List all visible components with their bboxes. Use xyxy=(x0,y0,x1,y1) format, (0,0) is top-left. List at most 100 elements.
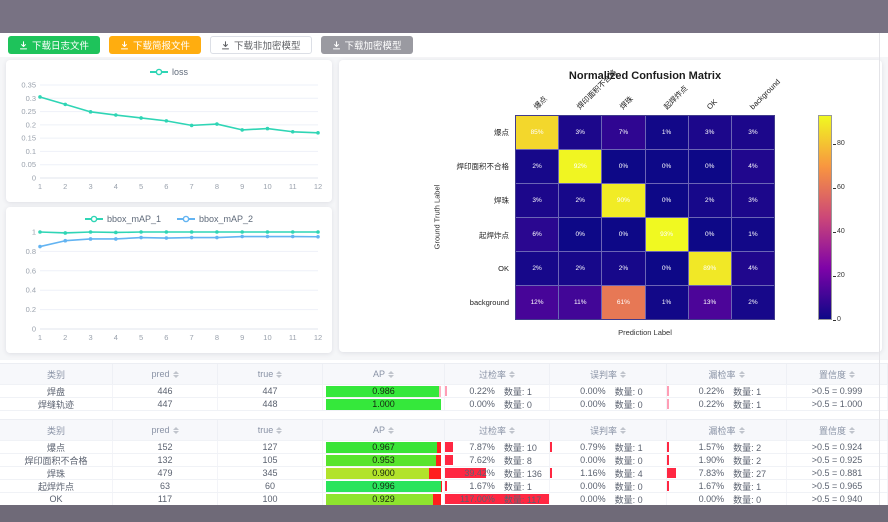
sort-icon[interactable] xyxy=(620,370,626,378)
column-header-6[interactable]: 漏检率 xyxy=(667,364,787,384)
rate-cell: 0.22% 数量: 1 xyxy=(445,385,550,397)
cm-x-label-0: 爆点 xyxy=(531,94,549,112)
column-header-5[interactable]: 误判率 xyxy=(550,364,667,384)
ap-bar-remainder xyxy=(439,385,441,397)
download-button-2[interactable]: 下载非加密模型 xyxy=(210,36,312,54)
sort-icon[interactable] xyxy=(849,426,855,434)
column-header-6[interactable]: 漏检率 xyxy=(667,420,787,440)
true-cell: 447 xyxy=(218,385,323,397)
column-header-label: 漏检率 xyxy=(708,369,736,380)
cm-cell-0-4: 3% xyxy=(688,116,731,149)
svg-text:11: 11 xyxy=(289,182,297,191)
svg-text:0.35: 0.35 xyxy=(21,81,36,90)
rate-cell: 0.22% 数量: 1 xyxy=(667,385,787,397)
sort-icon[interactable] xyxy=(509,426,515,434)
svg-text:9: 9 xyxy=(240,333,244,342)
rate-count: 数量: 1 xyxy=(733,481,762,492)
confusion-matrix-x-axis-title: Prediction Label xyxy=(618,328,672,337)
rate-percent: 0.00% xyxy=(580,494,606,504)
rate-percent: 7.83% xyxy=(698,468,725,478)
ap-cell: 0.929 xyxy=(323,493,445,505)
download-button-0[interactable]: 下载日志文件 xyxy=(8,36,101,54)
rate-bar xyxy=(667,442,669,452)
scrollbar-track[interactable] xyxy=(879,33,880,505)
sort-icon[interactable] xyxy=(620,426,626,434)
column-header-4[interactable]: 过检率 xyxy=(445,420,550,440)
svg-text:0.2: 0.2 xyxy=(26,120,36,129)
svg-text:0.05: 0.05 xyxy=(21,160,36,169)
column-header-label: pred xyxy=(151,425,170,435)
table-header-row: 类别 pred true AP 过检率 误判率 漏检率 置信度 xyxy=(0,364,888,385)
cm-cell-4-4: 89% xyxy=(688,252,731,285)
column-header-3[interactable]: AP xyxy=(323,364,445,384)
sort-icon[interactable] xyxy=(738,426,745,434)
table-row-焊盘: 焊盘 446 447 0.986 0.22% 数量: 1 0.00% 数量: 0 0.22% 数量… xyxy=(0,385,888,398)
legend-item-bbox_mAP_2[interactable]: bbox_mAP_2 xyxy=(177,214,253,224)
rate-bar xyxy=(550,442,552,452)
rate-cell: 1.57% 数量: 2 xyxy=(667,441,787,453)
cm-cell-3-4: 0% xyxy=(688,218,731,251)
confidence-cell: >0.5 = 0.925 xyxy=(787,454,888,466)
loss-line-chart: 00.050.10.150.20.250.30.351 2 3 4 5 6 7 8 9 10 11 1… xyxy=(21,81,322,192)
ap-bar-remainder xyxy=(429,467,441,479)
cm-cell-4-1: 2% xyxy=(559,252,602,285)
sort-icon[interactable] xyxy=(388,370,394,378)
rate-cell: 1.90% 数量: 2 xyxy=(667,454,787,466)
cm-cell-3-1: 0% xyxy=(559,218,602,251)
column-header-label: AP xyxy=(372,369,385,379)
column-header-1[interactable]: pred xyxy=(113,364,218,384)
column-header-label: 误判率 xyxy=(589,425,617,436)
confusion-matrix-colorbar xyxy=(818,115,832,320)
colorbar-tick-label: 40 xyxy=(837,227,845,235)
sort-icon[interactable] xyxy=(849,370,855,378)
sort-icon[interactable] xyxy=(388,426,394,434)
column-header-5[interactable]: 误判率 xyxy=(550,420,667,440)
rate-bar xyxy=(445,468,486,478)
true-cell: 105 xyxy=(218,454,323,466)
rate-bar xyxy=(667,455,670,465)
svg-text:0.15: 0.15 xyxy=(21,134,36,143)
legend-item-loss[interactable]: loss xyxy=(149,67,188,77)
legend-item-bbox_mAP_1[interactable]: bbox_mAP_1 xyxy=(84,214,161,224)
confusion-matrix-y-axis-title: Ground Truth Label xyxy=(432,184,442,250)
column-header-2[interactable]: true xyxy=(218,420,323,440)
column-header-3[interactable]: AP xyxy=(323,420,445,440)
column-header-7[interactable]: 置信度 xyxy=(787,420,888,440)
download-button-3[interactable]: 下载加密模型 xyxy=(320,36,413,54)
ap-bar-fill xyxy=(326,398,441,410)
download-icon xyxy=(120,40,129,49)
cm-x-label-3: 起焊炸点 xyxy=(661,83,690,112)
sort-icon[interactable] xyxy=(172,370,179,378)
ap-bar: 0.967 xyxy=(326,441,441,453)
sort-icon[interactable] xyxy=(172,426,179,434)
name-cell: 焊印面积不合格 xyxy=(0,454,113,466)
rate-cell: 0.00% 数量: 0 xyxy=(550,493,667,505)
sort-icon[interactable] xyxy=(276,426,283,434)
rate-percent: 0.22% xyxy=(469,386,495,396)
sort-icon[interactable] xyxy=(509,370,515,378)
cm-cell-0-5: 3% xyxy=(731,116,774,149)
column-header-label: 置信度 xyxy=(818,369,846,380)
column-header-4[interactable]: 过检率 xyxy=(445,364,550,384)
colorbar-tick-label: 80 xyxy=(837,139,845,147)
ap-cell: 0.996 xyxy=(323,480,445,492)
confidence-cell: >0.5 = 0.965 xyxy=(787,480,888,492)
ap-cell: 0.986 xyxy=(323,385,445,397)
ap-value: 0.996 xyxy=(372,481,395,491)
svg-text:3: 3 xyxy=(88,182,92,191)
svg-text:7: 7 xyxy=(190,333,194,342)
cm-x-label-2: 焊珠 xyxy=(618,94,636,112)
sort-icon[interactable] xyxy=(276,370,283,378)
column-header-7[interactable]: 置信度 xyxy=(787,364,888,384)
rate-cell: 0.00% 数量: 0 xyxy=(550,480,667,492)
rate-count: 数量: 2 xyxy=(733,455,762,466)
download-icon xyxy=(332,40,340,49)
column-header-1[interactable]: pred xyxy=(113,420,218,440)
cm-cell-4-2: 2% xyxy=(602,252,645,285)
ap-value: 0.967 xyxy=(372,442,395,452)
sort-icon[interactable] xyxy=(738,370,745,378)
rate-percent: 0.00% xyxy=(580,399,606,409)
column-header-label: AP xyxy=(372,425,385,435)
download-button-1[interactable]: 下载简报文件 xyxy=(109,36,202,54)
column-header-2[interactable]: true xyxy=(218,364,323,384)
